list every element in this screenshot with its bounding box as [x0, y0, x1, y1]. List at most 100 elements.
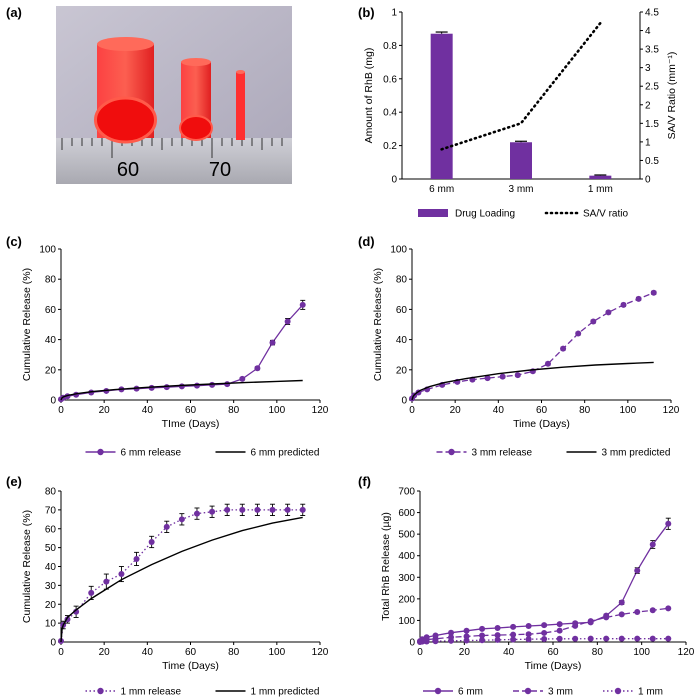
data-point	[239, 375, 246, 382]
data-point	[603, 635, 610, 642]
x-tick-label: 60	[547, 647, 559, 658]
data-point	[463, 637, 470, 644]
data-point	[634, 567, 641, 574]
x-tick-label: 100	[268, 405, 285, 416]
y-tick-label: 70	[45, 505, 57, 516]
legend-label: Drug Loading	[455, 209, 515, 220]
y-tick-label: 700	[398, 487, 415, 498]
data-point	[103, 578, 110, 585]
data-point	[510, 623, 517, 630]
data-point	[650, 289, 657, 296]
data-point	[634, 635, 641, 642]
x-tick-label: 60	[185, 647, 197, 658]
data-point	[499, 373, 506, 380]
x-axis-label: TIme (Days)	[162, 418, 220, 430]
data-point	[479, 637, 486, 644]
data-point	[423, 638, 430, 645]
predicted-line	[60, 379, 303, 401]
y-tick-label: 40	[45, 562, 57, 573]
cylinder-3mm	[179, 58, 213, 141]
legend-label: 3 mm predicted	[602, 448, 671, 459]
y-tick-label: 1	[391, 8, 397, 19]
x-tick-label: 80	[228, 405, 240, 416]
y-axis-label: Total RhB Release (µg)	[380, 512, 392, 621]
data-point	[649, 635, 656, 642]
y-tick-label: 0	[391, 175, 397, 186]
data-point	[618, 635, 625, 642]
data-point	[587, 635, 594, 642]
y-axis-label: Cumulative Release (%)	[21, 268, 33, 381]
legend-marker	[448, 448, 455, 456]
y-tick-label: 100	[390, 245, 407, 256]
y-tick-label: 40	[45, 335, 57, 346]
x-tick-label: 120	[312, 647, 329, 658]
legend-marker	[614, 687, 622, 695]
legend-label: 1 mm predicted	[251, 687, 320, 698]
data-point	[525, 636, 532, 643]
data-point	[572, 635, 579, 642]
data-point	[479, 632, 486, 639]
y2-tick-label: 3.5	[645, 45, 659, 56]
data-point	[649, 541, 656, 548]
cylinder-6mm	[94, 37, 157, 144]
y-tick-label: 80	[45, 487, 57, 498]
release-line	[60, 509, 303, 642]
data-point	[541, 629, 548, 636]
x-tick-label: 80	[579, 405, 591, 416]
panel-a-photo: (a) 60 70	[6, 5, 292, 184]
legend-label: 1 mm	[638, 687, 663, 698]
y-tick-label: 100	[398, 616, 415, 627]
y2-tick-label: 2	[645, 100, 651, 111]
y2-tick-label: 4	[645, 26, 651, 37]
data-point	[269, 506, 276, 513]
y-tick-label: 60	[396, 305, 408, 316]
x-tick-label: 40	[142, 405, 154, 416]
y2-tick-label: 1.5	[645, 119, 659, 130]
y-tick-label: 600	[398, 508, 415, 519]
panel-c-label: (c)	[6, 234, 22, 249]
ruler-number-60: 60	[117, 159, 139, 181]
y-tick-label: 400	[398, 551, 415, 562]
data-point	[510, 636, 517, 643]
data-point	[635, 295, 642, 302]
panel-b: (b) 0 0.2 0.4 0.6 0.8 1 0 0.5 1 1.5 2 2.5 3 3.5 4 4.5 6 …	[358, 5, 678, 220]
data-point	[133, 555, 140, 562]
data-point	[525, 631, 532, 638]
data-point	[587, 618, 594, 625]
y2-tick-label: 1	[645, 137, 651, 148]
data-point	[148, 384, 155, 391]
y-tick-label: 0.6	[383, 74, 397, 85]
bar	[589, 175, 612, 179]
x-tick-label: 40	[142, 647, 154, 658]
predicted-line	[411, 361, 654, 401]
x-tick-label: 100	[619, 405, 636, 416]
data-point	[494, 632, 501, 639]
data-point	[178, 516, 185, 523]
panel-e-label: (e)	[6, 474, 22, 489]
y-tick-label: 200	[398, 594, 415, 605]
data-point	[479, 625, 486, 632]
cylinder-1mm	[236, 70, 245, 140]
y-tick-label: 10	[45, 619, 57, 630]
ruler	[56, 138, 292, 184]
data-point	[541, 635, 548, 642]
release-line	[411, 292, 654, 399]
y-axis-label: Amount of RhB (mg)	[363, 48, 375, 144]
data-point	[618, 611, 625, 618]
data-point	[178, 383, 185, 390]
x-tick-label: 0	[58, 405, 64, 416]
x-tick-label: 40	[503, 647, 515, 658]
y-tick-label: 0.8	[383, 41, 397, 52]
data-point	[209, 508, 216, 515]
legend-label: 3 mm	[548, 687, 573, 698]
panel-f-label: (f)	[358, 474, 371, 489]
x-tick-label: 20	[99, 405, 111, 416]
panel-d: (d) 0 20 40 60 80 100 120 0 20 40 60 80 100 Time (Day…	[358, 234, 680, 459]
x-tick-label: 100	[268, 647, 285, 658]
legend-marker	[97, 687, 104, 695]
y-tick-label: 500	[398, 530, 415, 541]
y-tick-label: 20	[45, 600, 57, 611]
x-tick-label: 0	[58, 647, 64, 658]
panel-b-label: (b)	[358, 5, 375, 20]
y-tick-label: 0	[50, 396, 56, 407]
